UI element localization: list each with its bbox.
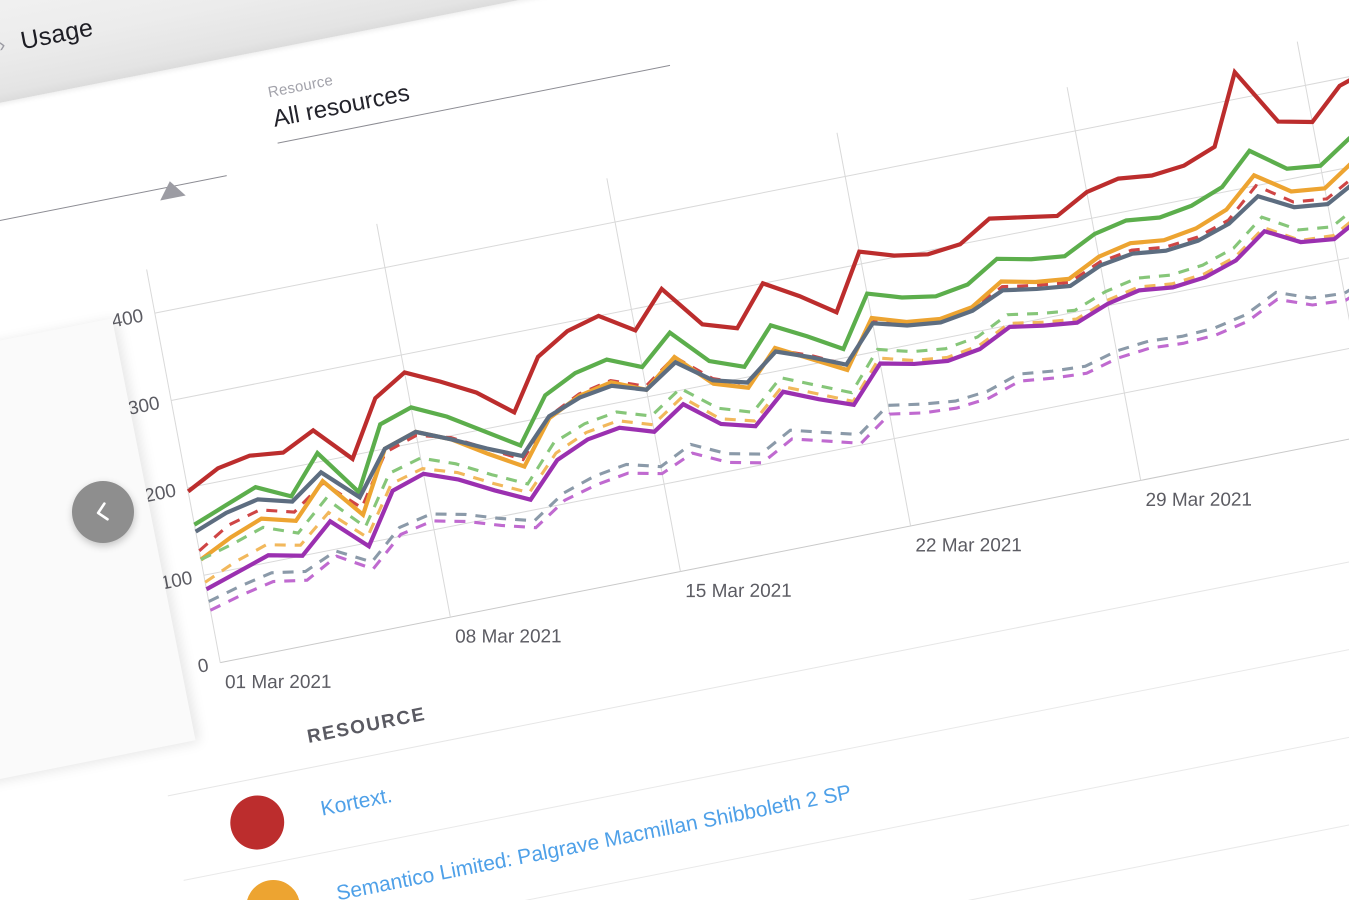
chart-series-line [194, 164, 1349, 534]
x-tick-label: 08 Mar 2021 [455, 626, 562, 647]
breadcrumb-separator-icon: › [0, 33, 8, 57]
chart-series-line [204, 195, 1349, 584]
x-tick-label: 15 Mar 2021 [685, 581, 792, 602]
y-tick-label: 400 [110, 306, 145, 333]
y-tick-label: 300 [126, 393, 161, 420]
legend-color-dot [225, 790, 289, 854]
y-tick-label: 0 [196, 655, 210, 678]
caret-up-icon[interactable] [157, 178, 186, 201]
chart-series-line [209, 266, 1349, 612]
x-tick-label: 01 Mar 2021 [225, 672, 332, 693]
legend-color-dot [241, 874, 305, 900]
chevron-left-icon [96, 502, 109, 521]
chart-series-line [208, 259, 1349, 603]
chart-x-tick-labels: 01 Mar 2021 08 Mar 2021 15 Mar 2021 22 Mar … [225, 490, 1252, 694]
chart-series-line [205, 197, 1349, 592]
institution-select[interactable]: ...on [0, 139, 227, 247]
chart-series-line [193, 119, 1349, 527]
x-tick-label: 22 Mar 2021 [915, 535, 1022, 556]
institution-value: ...on [0, 139, 227, 245]
collapse-sidebar-button[interactable] [66, 475, 140, 549]
chart-series [186, 66, 1349, 612]
usage-line-chart[interactable]: 0 100 200 300 400 01 Mar 2021 08 Mar 2021 15 M… [106, 17, 1349, 693]
chart-series-line [200, 186, 1349, 561]
chart-series-line [186, 66, 1349, 494]
x-tick-label: 29 Mar 2021 [1145, 490, 1252, 511]
legend-resource-link[interactable]: Kortext. [318, 783, 394, 821]
